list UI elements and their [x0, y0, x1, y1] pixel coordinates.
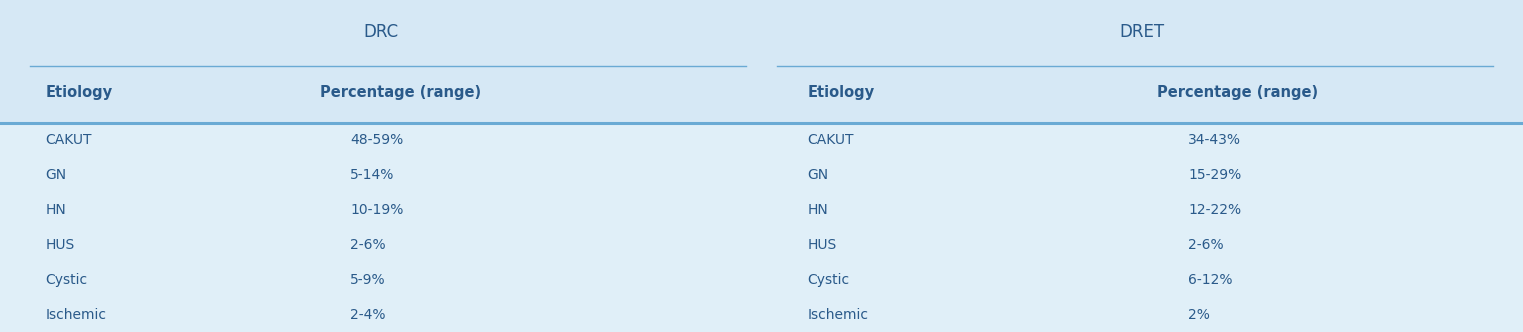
- Text: 12-22%: 12-22%: [1188, 203, 1241, 217]
- Text: 2-4%: 2-4%: [350, 307, 385, 322]
- Text: HUS: HUS: [46, 238, 75, 252]
- Text: CAKUT: CAKUT: [46, 133, 93, 147]
- Text: GN: GN: [807, 168, 829, 182]
- Bar: [0, 123, 1523, 332]
- Text: Cystic: Cystic: [46, 273, 88, 287]
- Text: 15-29%: 15-29%: [1188, 168, 1241, 182]
- Text: CAKUT: CAKUT: [807, 133, 854, 147]
- Text: Ischemic: Ischemic: [46, 307, 107, 322]
- Text: Ischemic: Ischemic: [807, 307, 868, 322]
- Text: 10-19%: 10-19%: [350, 203, 404, 217]
- Text: Etiology: Etiology: [46, 85, 113, 101]
- Text: 5-9%: 5-9%: [350, 273, 385, 287]
- Text: DRET: DRET: [1119, 23, 1165, 41]
- Text: GN: GN: [46, 168, 67, 182]
- Bar: [0, 0, 1523, 63]
- Text: 2%: 2%: [1188, 307, 1209, 322]
- Text: HN: HN: [46, 203, 67, 217]
- Text: HUS: HUS: [807, 238, 836, 252]
- Text: Etiology: Etiology: [807, 85, 874, 101]
- Text: Percentage (range): Percentage (range): [320, 85, 481, 101]
- Text: 48-59%: 48-59%: [350, 133, 404, 147]
- Text: 2-6%: 2-6%: [350, 238, 385, 252]
- Text: Cystic: Cystic: [807, 273, 850, 287]
- Text: DRC: DRC: [362, 23, 399, 41]
- Text: 6-12%: 6-12%: [1188, 273, 1232, 287]
- Text: 34-43%: 34-43%: [1188, 133, 1241, 147]
- Text: Percentage (range): Percentage (range): [1157, 85, 1319, 101]
- Text: 5-14%: 5-14%: [350, 168, 394, 182]
- Bar: [0, 63, 1523, 123]
- Text: HN: HN: [807, 203, 829, 217]
- Text: 2-6%: 2-6%: [1188, 238, 1223, 252]
